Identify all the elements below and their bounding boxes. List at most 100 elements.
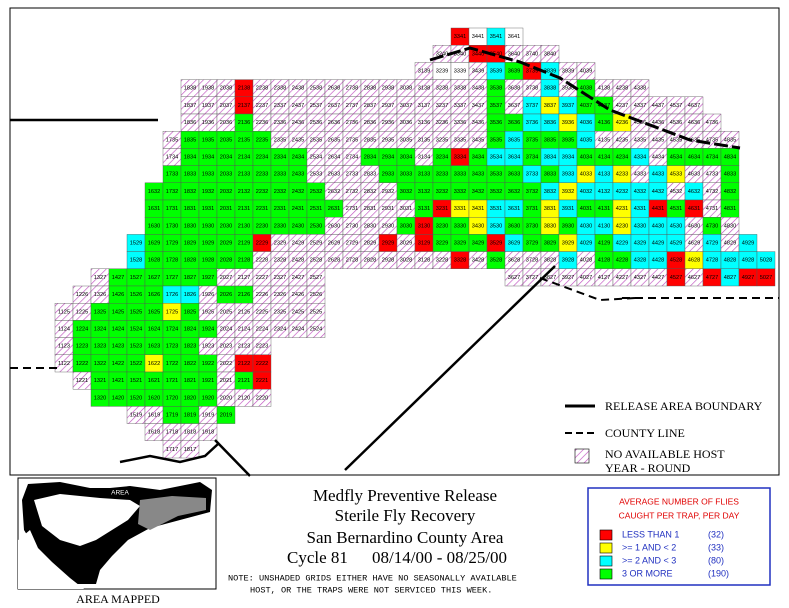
grid-cell-label: 2829 bbox=[364, 240, 376, 246]
grid-cell-label: 2225 bbox=[256, 309, 268, 315]
grid-cell-label: 1528 bbox=[130, 258, 142, 264]
grid-cell-label: 4433 bbox=[652, 172, 664, 178]
grid-cell bbox=[306, 320, 326, 338]
grid-cell-label: 3230 bbox=[436, 223, 448, 229]
grid-cell-label: 4236 bbox=[616, 120, 628, 126]
grid-cell-label: 4229 bbox=[616, 240, 628, 246]
grid-cell-label: 4632 bbox=[688, 189, 700, 195]
grid-cell-label: 1631 bbox=[148, 206, 160, 212]
grid-cell-label: 2136 bbox=[238, 120, 250, 126]
grid-cell-label: 4627 bbox=[688, 275, 700, 281]
grid-cell-label: 1924 bbox=[202, 326, 214, 332]
grid-cell-label: 3328 bbox=[454, 258, 466, 264]
grid-cell-label: 2226 bbox=[256, 292, 268, 298]
grid-cell-label: 4035 bbox=[580, 137, 592, 143]
grid-cell-label: 2232 bbox=[256, 189, 268, 195]
grid-cell bbox=[180, 440, 200, 459]
grid-cell-label: 3731 bbox=[526, 206, 538, 212]
grid-cell-label: 2028 bbox=[220, 258, 232, 264]
grid-cell-label: 2123 bbox=[238, 344, 250, 350]
grid-cell-label: 3733 bbox=[526, 172, 538, 178]
grid-cell-label: 2238 bbox=[256, 86, 268, 92]
grid-cell-label: 3833 bbox=[544, 172, 556, 178]
grid-cell-label: 3037 bbox=[400, 103, 412, 109]
grid-cell bbox=[216, 406, 236, 424]
grid-cell-label: 3932 bbox=[562, 189, 574, 195]
grid-cell-label: 1933 bbox=[202, 172, 214, 178]
legend-count: (80) bbox=[708, 555, 724, 565]
grid-cell-label: 1625 bbox=[148, 309, 160, 315]
grid-cell-label: 3237 bbox=[436, 103, 448, 109]
grid-cell-label: 4334 bbox=[634, 154, 646, 160]
grid-cell-label: 2630 bbox=[328, 223, 340, 229]
grid-cell-label: 1838 bbox=[184, 86, 196, 92]
grid-cell-label: 2527 bbox=[310, 275, 322, 281]
grid-cell-label: 4232 bbox=[616, 189, 628, 195]
grid-cell-label: 2233 bbox=[256, 172, 268, 178]
grid-cell-label: 2234 bbox=[256, 154, 268, 160]
grid-cell-label: 1632 bbox=[148, 189, 160, 195]
flies-legend-box bbox=[587, 487, 771, 586]
grid-cell-label: 1327 bbox=[94, 275, 106, 281]
grid-cell-label: 2331 bbox=[274, 206, 286, 212]
grid-cell-label: 4336 bbox=[634, 120, 646, 126]
grid-cell-label: 4237 bbox=[616, 103, 628, 109]
grid-cell-label: 3838 bbox=[544, 86, 556, 92]
grid-cell-label: 5028 bbox=[760, 258, 772, 264]
grid-cell-label: 3238 bbox=[436, 86, 448, 92]
grid-cell-label: 1724 bbox=[166, 326, 178, 332]
grid-cell-label: 4036 bbox=[580, 120, 592, 126]
grid-cell-label: 3532 bbox=[490, 189, 502, 195]
legend-count: (32) bbox=[708, 529, 724, 539]
grid-cell-label: 4533 bbox=[670, 172, 682, 178]
release-boundary bbox=[344, 265, 556, 471]
grid-cell-label: 2029 bbox=[220, 240, 232, 246]
grid-cell-label: 1837 bbox=[184, 103, 196, 109]
grid-cell-label: 1626 bbox=[148, 292, 160, 298]
grid-cell-label: 3340 bbox=[454, 51, 466, 57]
grid-cell-label: 4835 bbox=[724, 137, 736, 143]
grid-cell-label: 2930 bbox=[382, 223, 394, 229]
grid-cell-label: 3633 bbox=[508, 172, 520, 178]
grid-cell-label: 2732 bbox=[346, 189, 358, 195]
grid-cell-label: 1729 bbox=[166, 240, 178, 246]
title: Medfly Preventive Release bbox=[313, 486, 497, 505]
grid-cell-label: 2836 bbox=[364, 120, 376, 126]
grid-cell-label: 4729 bbox=[706, 240, 718, 246]
grid-cell-label: 1622 bbox=[148, 361, 160, 367]
cycle: Cycle 81 bbox=[287, 548, 348, 567]
grid-cell-label: 2425 bbox=[292, 309, 304, 315]
grid-cell-label: 4134 bbox=[598, 154, 610, 160]
grid-cell-label: 3033 bbox=[400, 172, 412, 178]
grid-cell-label: 3836 bbox=[544, 120, 556, 126]
grid-cell-label: 1826 bbox=[184, 292, 196, 298]
boundaries bbox=[10, 46, 779, 477]
grid-cell-label: 2530 bbox=[310, 223, 322, 229]
grid-cell-label: 2532 bbox=[310, 189, 322, 195]
title: San Bernardino County Area bbox=[307, 528, 504, 547]
grid-cell-label: 4637 bbox=[688, 103, 700, 109]
grid-cell-label: 3540 bbox=[490, 51, 502, 57]
grid-cell-label: 3937 bbox=[562, 103, 574, 109]
grid-cell-label: 2330 bbox=[274, 223, 286, 229]
grid-cell-label: 4029 bbox=[580, 240, 592, 246]
grid-cell-label: 4727 bbox=[706, 275, 718, 281]
grid-cell-label: 4527 bbox=[670, 275, 682, 281]
grid-cell-label: 1818 bbox=[184, 430, 196, 436]
grid-cell-label: 4235 bbox=[616, 137, 628, 143]
grid-cell-label: 2036 bbox=[220, 120, 232, 126]
grid-cell-label: 4331 bbox=[634, 206, 646, 212]
grid-cell-label: 4528 bbox=[670, 258, 682, 264]
note: HOST, OR THE TRAPS WERE NOT SERVICED THI… bbox=[250, 585, 492, 595]
grid-cell-label: 2124 bbox=[238, 326, 250, 332]
grid-cell-label: 1721 bbox=[166, 378, 178, 384]
grid-cell-label: 1323 bbox=[94, 344, 106, 350]
grid-cell-label: 3738 bbox=[526, 86, 538, 92]
grid-cell-label: 1527 bbox=[130, 275, 142, 281]
grid-cell-label: 3332 bbox=[454, 189, 466, 195]
grid-cell-label: 1424 bbox=[112, 326, 124, 332]
grid-cell-label: 1324 bbox=[94, 326, 106, 332]
grid-cell-label: 3632 bbox=[508, 189, 520, 195]
grid-cell-label: 3538 bbox=[490, 86, 502, 92]
grid-cell-label: 3135 bbox=[418, 137, 430, 143]
